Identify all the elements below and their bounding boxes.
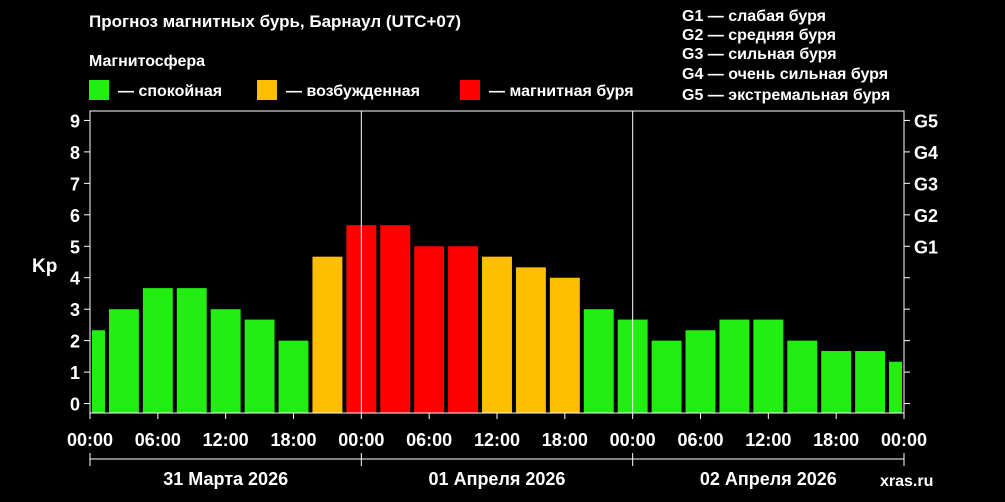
kp-bar-21 [787, 340, 818, 413]
kp-bar-6 [278, 340, 309, 413]
plot-area: 0 1 2 3 4 5 6 7 8 9 G1 G2 G3 G4 G5 00:00 06:00 12:00 18:00… [67, 110, 938, 489]
kp-bar-0 [92, 330, 105, 413]
g-scale-label-g4: G4 [914, 143, 938, 163]
storm-scale-g1: G1 — слабая буря [682, 8, 826, 25]
y-tick-label-0: 0 [70, 395, 80, 415]
y-tick-label-2: 2 [70, 332, 80, 352]
x-tick-label-7: 18:00 [542, 430, 588, 450]
x-tick-label-6: 12:00 [474, 430, 520, 450]
kp-bar-7 [312, 256, 343, 413]
y-tick-label-9: 9 [70, 111, 80, 131]
legend-calm-label: — спокойная [118, 83, 222, 100]
g-scale-label-g1: G1 [914, 237, 938, 257]
y-tick-label-7: 7 [70, 174, 80, 194]
kp-bar-22 [821, 351, 852, 413]
kp-bar-1 [108, 309, 139, 413]
kp-bar-9 [380, 225, 411, 413]
kp-bar-5 [244, 319, 275, 413]
x-tick-label-12: 00:00 [881, 430, 927, 450]
kp-bar-14 [549, 277, 580, 413]
y-tick-label-1: 1 [70, 363, 80, 383]
storm-scale-g2: G2 — средняя буря [682, 27, 836, 44]
storm-scale-g5: G5 — экстремальная буря [682, 87, 890, 104]
kp-bar-15 [583, 309, 614, 413]
x-tick-label-1: 06:00 [135, 430, 181, 450]
y-tick-label-3: 3 [70, 300, 80, 320]
kp-bar-3 [176, 288, 207, 413]
storm-scale-g4: G4 — очень сильная буря [682, 66, 888, 83]
kp-bar-12 [482, 256, 512, 413]
kp-bar-18 [685, 330, 716, 413]
legend-storm-label: — магнитная буря [489, 83, 634, 100]
g-scale-label-g5: G5 [914, 111, 938, 131]
x-tick-label-11: 18:00 [813, 430, 859, 450]
x-tick-label-8: 00:00 [610, 430, 656, 450]
kp-bar-13 [515, 267, 546, 413]
y-tick-label-4: 4 [70, 269, 80, 289]
x-tick-label-3: 18:00 [270, 430, 316, 450]
legend-calm-swatch [89, 80, 109, 100]
legend-excited-label: — возбужденная [286, 83, 420, 100]
kp-bar-4 [210, 309, 241, 413]
x-tick-label-10: 12:00 [745, 430, 791, 450]
kp-bar-2 [142, 288, 173, 413]
storm-scale-g3: G3 — сильная буря [682, 46, 837, 63]
legend-heading: Магнитосфера [89, 53, 205, 70]
kp-bar-10 [414, 246, 445, 413]
kp-bar-24 [889, 361, 902, 413]
kp-bar-19 [719, 319, 750, 413]
x-tick-label-5: 06:00 [406, 430, 452, 450]
x-tick-label-4: 00:00 [338, 430, 384, 450]
legend-storm-swatch [460, 80, 480, 100]
kp-bar-20 [753, 319, 784, 413]
x-tick-label-2: 12:00 [203, 430, 249, 450]
watermark: xras.ru [880, 473, 933, 490]
kp-bar-11 [448, 246, 479, 413]
day-label-2: 02 Апреля 2026 [700, 469, 837, 489]
x-tick-label-0: 00:00 [67, 430, 113, 450]
y-tick-label-8: 8 [70, 143, 80, 163]
day-label-0: 31 Марта 2026 [163, 469, 288, 489]
y-tick-label-6: 6 [70, 206, 80, 226]
g-scale-label-g3: G3 [914, 174, 938, 194]
day-label-1: 01 Апреля 2026 [429, 469, 566, 489]
y-axis-label: Kp [32, 256, 57, 277]
kp-bar-23 [855, 351, 886, 413]
chart-title: Прогноз магнитных бурь, Барнаул (UTC+07) [89, 12, 461, 31]
legend-excited-swatch [257, 80, 277, 100]
y-tick-label-5: 5 [70, 237, 80, 257]
x-tick-label-9: 06:00 [677, 430, 723, 450]
g-scale-label-g2: G2 [914, 206, 938, 226]
kp-bar-17 [651, 340, 682, 413]
